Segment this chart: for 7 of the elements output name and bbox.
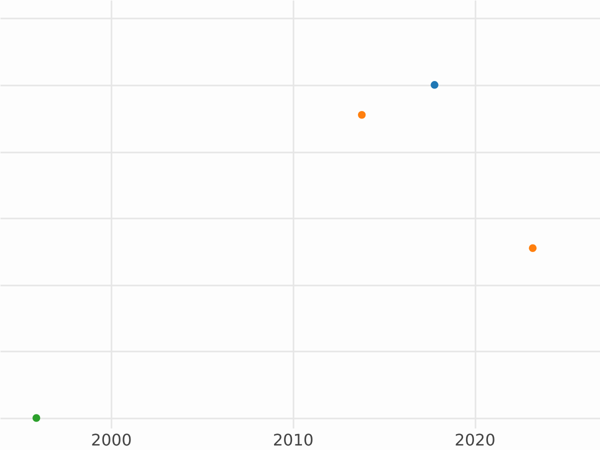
point bbox=[358, 111, 366, 119]
point bbox=[528, 244, 537, 252]
x-tick-label: 2010 bbox=[272, 430, 314, 450]
x-tick-label: 2020 bbox=[454, 430, 496, 450]
point bbox=[430, 81, 438, 89]
x-tick-label: 2000 bbox=[91, 430, 132, 450]
point bbox=[32, 414, 40, 422]
